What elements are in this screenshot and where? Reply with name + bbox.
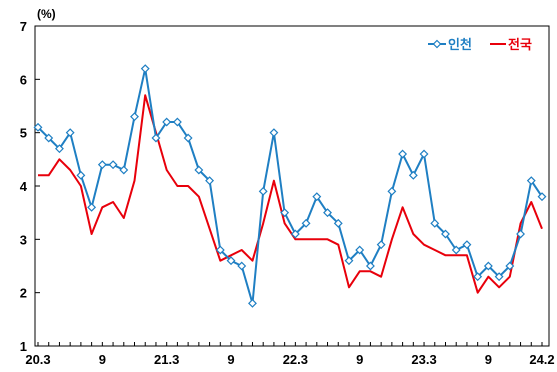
x-tick-label: 9 bbox=[485, 352, 492, 367]
data-point-marker bbox=[65, 128, 75, 138]
x-tick-label: 22.3 bbox=[283, 352, 308, 367]
data-point-marker bbox=[473, 272, 483, 282]
data-point-marker bbox=[333, 218, 343, 228]
y-tick-label: 3 bbox=[20, 232, 27, 247]
data-point-marker bbox=[516, 229, 526, 239]
series-line bbox=[38, 94, 543, 294]
y-tick-label: 4 bbox=[20, 179, 28, 194]
data-point-marker bbox=[237, 261, 247, 271]
x-tick-label: 9 bbox=[227, 352, 234, 367]
data-point-marker bbox=[430, 218, 440, 228]
data-point-marker bbox=[140, 64, 150, 74]
data-point-marker bbox=[183, 133, 193, 143]
data-point-marker bbox=[162, 117, 172, 127]
x-tick-label: 9 bbox=[356, 352, 363, 367]
y-tick-label: 2 bbox=[20, 286, 27, 301]
data-point-marker bbox=[441, 229, 450, 239]
data-point-marker bbox=[526, 176, 536, 186]
data-point-marker bbox=[172, 117, 182, 127]
legend-label: 전국 bbox=[508, 37, 532, 53]
data-point-marker bbox=[87, 202, 97, 212]
y-tick-label: 6 bbox=[20, 72, 27, 87]
data-point-marker bbox=[494, 272, 504, 282]
data-point-marker bbox=[365, 261, 375, 271]
data-point-marker bbox=[44, 133, 54, 143]
data-point-marker bbox=[398, 149, 408, 159]
y-axis: 1 2 3 4 5 6 7 bbox=[20, 19, 40, 354]
data-point-marker bbox=[119, 165, 129, 175]
data-point-marker bbox=[258, 186, 268, 196]
data-point-marker bbox=[108, 160, 118, 170]
data-point-marker bbox=[451, 245, 461, 255]
y-tick-label: 5 bbox=[20, 126, 27, 141]
data-point-marker bbox=[76, 170, 86, 180]
data-point-marker bbox=[215, 245, 225, 255]
data-point-marker bbox=[312, 192, 322, 202]
data-point-marker bbox=[269, 128, 279, 138]
data-point-marker bbox=[290, 229, 300, 239]
data-point-marker bbox=[483, 261, 493, 271]
legend: 인천 전국 bbox=[428, 37, 532, 53]
data-point-marker bbox=[344, 256, 354, 266]
data-point-marker bbox=[505, 261, 515, 271]
data-point-marker bbox=[97, 160, 107, 170]
y-tick-label: 7 bbox=[20, 19, 27, 34]
data-point-marker bbox=[205, 176, 215, 186]
data-point-marker bbox=[248, 298, 257, 308]
legend-marker bbox=[432, 39, 442, 49]
data-point-marker bbox=[537, 192, 547, 202]
data-point-marker bbox=[33, 122, 43, 132]
legend-label: 인천 bbox=[448, 37, 472, 53]
data-point-marker bbox=[323, 208, 332, 218]
data-point-marker bbox=[387, 186, 397, 196]
x-tick-label: 9 bbox=[99, 352, 106, 367]
data-point-marker bbox=[280, 208, 290, 218]
y-axis-unit: (%) bbox=[37, 7, 56, 21]
data-point-marker bbox=[462, 240, 472, 250]
x-tick-label: 21.3 bbox=[154, 352, 179, 367]
data-point-marker bbox=[194, 165, 204, 175]
data-point-marker bbox=[408, 170, 418, 180]
series-layer bbox=[33, 64, 547, 308]
x-axis: 20.3 9 21.3 9 22.3 9 23.3 9 24.2 bbox=[25, 342, 555, 367]
x-tick-label: 23.3 bbox=[411, 352, 436, 367]
data-point-marker bbox=[151, 133, 161, 143]
data-point-marker bbox=[226, 256, 236, 266]
data-point-marker bbox=[301, 218, 311, 228]
data-point-marker bbox=[130, 112, 139, 122]
data-point-marker bbox=[376, 240, 386, 250]
plot-area bbox=[34, 25, 550, 347]
x-tick-label: 24.2 bbox=[529, 352, 554, 367]
data-point-marker bbox=[419, 149, 429, 159]
y-tick-label: 1 bbox=[20, 339, 27, 354]
x-tick-label: 20.3 bbox=[25, 352, 50, 367]
data-point-marker bbox=[54, 144, 64, 154]
data-point-marker bbox=[355, 245, 365, 255]
